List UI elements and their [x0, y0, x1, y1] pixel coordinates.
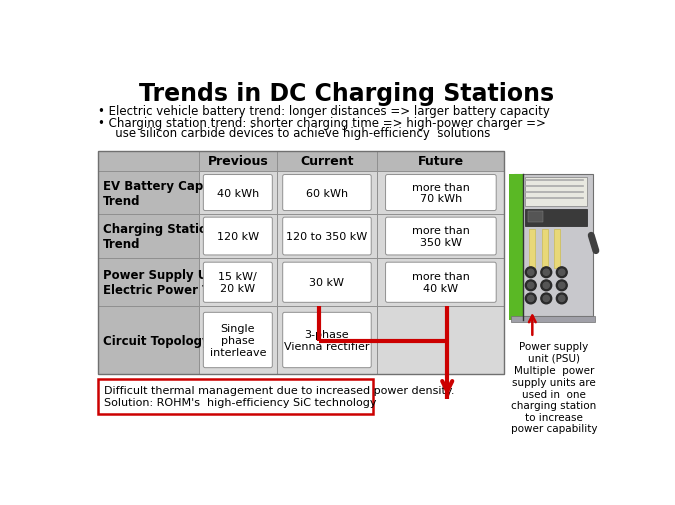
Text: more than
350 kW: more than 350 kW — [412, 226, 470, 247]
Circle shape — [556, 280, 567, 291]
Text: 40 kWh: 40 kWh — [217, 188, 259, 198]
FancyBboxPatch shape — [283, 263, 371, 302]
FancyBboxPatch shape — [283, 313, 371, 368]
Circle shape — [543, 296, 549, 302]
FancyBboxPatch shape — [203, 313, 272, 368]
Bar — [529, 230, 535, 268]
Bar — [377, 152, 504, 172]
Bar — [277, 152, 377, 172]
Text: use silicon carbide devices to achieve high-efficiency  solutions: use silicon carbide devices to achieve h… — [104, 127, 490, 140]
Circle shape — [525, 280, 536, 291]
Circle shape — [559, 270, 565, 276]
Text: more than
40 kW: more than 40 kW — [412, 272, 470, 293]
Circle shape — [525, 293, 536, 304]
Text: 30 kW: 30 kW — [309, 278, 344, 288]
Bar — [99, 307, 199, 374]
Circle shape — [541, 293, 551, 304]
Text: Charging Station Power
Trend: Charging Station Power Trend — [103, 223, 261, 250]
Text: • Charging station trend: shorter charging time => high-power charger =>: • Charging station trend: shorter chargi… — [99, 117, 546, 130]
Text: Single
phase
interleave: Single phase interleave — [209, 324, 266, 357]
Circle shape — [559, 296, 565, 302]
Bar — [277, 214, 377, 259]
Text: 120 to 350 kW: 120 to 350 kW — [286, 232, 368, 241]
Text: Circuit Topology Trend: Circuit Topology Trend — [103, 334, 251, 347]
Text: more than
70 kWh: more than 70 kWh — [412, 182, 470, 204]
Bar — [277, 307, 377, 374]
FancyBboxPatch shape — [283, 175, 371, 211]
FancyBboxPatch shape — [283, 218, 371, 256]
Bar — [524, 177, 587, 207]
FancyBboxPatch shape — [385, 175, 496, 211]
Bar — [377, 307, 504, 374]
Circle shape — [525, 267, 536, 278]
Circle shape — [528, 270, 534, 276]
Circle shape — [559, 283, 565, 289]
Bar — [199, 214, 277, 259]
Bar — [377, 172, 504, 214]
Text: Future: Future — [418, 155, 464, 168]
Circle shape — [541, 280, 551, 291]
Text: Multiple  power
supply units are
used in  one
charging station
to increase
power: Multiple power supply units are used in … — [511, 366, 597, 434]
Circle shape — [528, 283, 534, 289]
Circle shape — [543, 283, 549, 289]
Text: Trends in DC Charging Stations: Trends in DC Charging Stations — [139, 82, 554, 106]
Bar — [99, 172, 199, 214]
Bar — [509, 174, 523, 320]
Bar — [99, 259, 199, 307]
Bar — [99, 379, 373, 414]
Bar — [199, 172, 277, 214]
Bar — [512, 317, 595, 323]
Bar — [377, 214, 504, 259]
Circle shape — [556, 267, 567, 278]
Text: 120 kW: 120 kW — [217, 232, 259, 241]
Bar — [199, 307, 277, 374]
Text: Current: Current — [300, 155, 354, 168]
Bar — [277, 259, 377, 307]
FancyBboxPatch shape — [385, 218, 496, 256]
FancyBboxPatch shape — [385, 263, 496, 302]
Bar — [528, 212, 543, 223]
FancyBboxPatch shape — [203, 218, 272, 256]
FancyBboxPatch shape — [203, 263, 272, 302]
Bar — [99, 152, 199, 172]
Text: 60 kWh: 60 kWh — [306, 188, 348, 198]
Bar — [199, 152, 277, 172]
Bar — [277, 172, 377, 214]
Text: EV Battery Capacity
Trend: EV Battery Capacity Trend — [103, 179, 236, 207]
Bar — [99, 214, 199, 259]
Circle shape — [543, 270, 549, 276]
Bar — [541, 230, 548, 268]
Text: 3-phase
Vienna rectifier: 3-phase Vienna rectifier — [284, 330, 370, 351]
FancyBboxPatch shape — [203, 175, 272, 211]
Bar — [524, 210, 587, 227]
Text: Previous: Previous — [207, 155, 268, 168]
Text: Difficult thermal management due to increased power density.
Solution: ROHM's  h: Difficult thermal management due to incr… — [104, 386, 454, 407]
Circle shape — [556, 293, 567, 304]
Text: • Electric vehicle battery trend: longer distances => larger battery capacity: • Electric vehicle battery trend: longer… — [99, 105, 550, 118]
Bar — [514, 174, 593, 317]
Text: 15 kW/
20 kW: 15 kW/ 20 kW — [219, 272, 257, 293]
Bar — [377, 259, 504, 307]
Circle shape — [528, 296, 534, 302]
Circle shape — [541, 267, 551, 278]
Bar — [99, 152, 504, 374]
Bar — [199, 259, 277, 307]
Text: Power Supply Unit (PSU)
Electric Power Trend: Power Supply Unit (PSU) Electric Power T… — [103, 269, 267, 296]
Bar — [554, 230, 560, 268]
Text: Power supply
unit (PSU): Power supply unit (PSU) — [519, 341, 589, 363]
